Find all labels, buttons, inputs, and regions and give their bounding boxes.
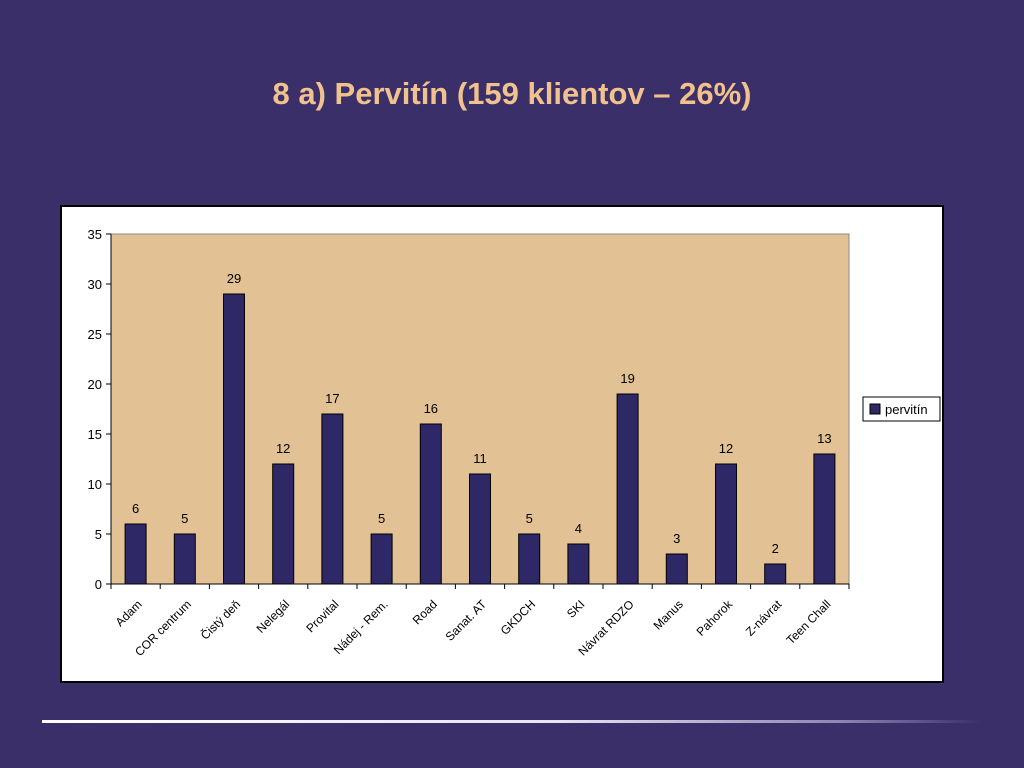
x-tick-label: GKDCH [498,597,539,638]
bar-value-label: 17 [325,391,339,406]
x-tick-label: SKI [564,597,588,621]
bar [469,473,491,585]
bar [124,523,147,585]
bar-value-label: 2 [772,541,779,556]
x-tick-label: Manus [651,597,686,632]
bar-value-label: 19 [620,371,634,386]
x-tick-label: Teen Chall [784,597,834,647]
chart-container: 0 5 10 15 20 25 30 35 Adam COR centrum Čistý deň N… [60,205,944,683]
bar-value-label: 29 [227,271,241,286]
y-tick-label: 10 [88,477,102,492]
y-tick-label: 25 [88,327,102,342]
bar-value-label: 5 [378,511,385,526]
bar-value-label: 5 [181,511,188,526]
bar [715,463,737,585]
bar [813,453,836,585]
bar-value-label: 3 [673,531,680,546]
y-tick-label: 30 [88,277,102,292]
bar-value-label: 6 [132,501,139,516]
bar [223,293,245,585]
bar-value-label: 4 [575,521,582,536]
legend: pervitín [862,396,941,422]
bar-value-label: 5 [526,511,533,526]
y-tick-label: 5 [95,527,102,542]
bar [567,543,590,585]
bar [518,533,541,585]
x-tick-label: Provital [303,597,341,635]
bar-value-label: 13 [817,431,831,446]
footer-divider [42,720,982,723]
slide-title: 8 a) Pervitín (159 klientov – 26%) [272,76,752,111]
bar [764,563,787,585]
legend-label: pervitín [885,402,928,417]
bar [272,463,295,585]
y-tick-label: 35 [88,227,102,242]
y-tick-label: 20 [88,377,102,392]
bar-value-label: 11 [473,451,487,466]
legend-swatch [869,403,881,415]
x-tick-label: Adam [113,597,145,629]
x-tick-label: Z-návrat [743,597,785,639]
x-tick-label: Čistý deň [197,597,243,643]
bar [370,533,393,585]
y-tick-label: 15 [88,427,102,442]
bar [616,393,639,585]
bar [665,553,688,585]
x-tick-label: Nelegál [254,597,293,636]
x-tick-label: Road [410,597,440,627]
bar [173,533,196,585]
bar-value-label: 12 [719,441,733,456]
bar-value-label: 16 [424,401,438,416]
bar-value-label: 12 [276,441,290,456]
y-tick-label: 0 [95,577,102,592]
x-tick-label: Sanat. AT [443,597,490,644]
bars [124,293,836,585]
data-labels: 6 5 29 12 17 5 16 11 5 4 19 3 12 2 13 [132,271,832,556]
bar [419,423,442,585]
x-tick-label: Pahorok [694,597,736,639]
y-axis: 0 5 10 15 20 25 30 35 [88,227,112,592]
bar [321,413,344,585]
